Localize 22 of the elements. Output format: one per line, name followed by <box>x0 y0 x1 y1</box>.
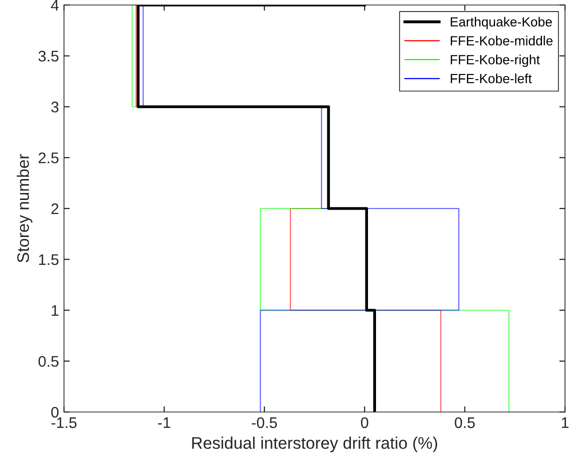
legend-label: FFE-Kobe-right <box>450 54 540 67</box>
x-tick-label: 0.5 <box>454 417 475 428</box>
y-tick-label: 0 <box>51 406 59 418</box>
x-tick-label: -0.5 <box>252 417 277 428</box>
y-tick-label: 3.5 <box>38 50 58 62</box>
y-axis-title: Storey number <box>16 154 32 262</box>
y-tick-label: 4 <box>50 0 59 11</box>
legend-label: FFE-Kobe-left <box>450 74 532 84</box>
legend-label: Earthquake-Kobe <box>450 16 552 30</box>
x-axis-title: Residual interstorey drift ratio (%) <box>192 436 438 452</box>
y-tick-label: 1.5 <box>39 254 58 266</box>
x-tick-label: 0 <box>360 417 368 428</box>
y-tick-label: 2 <box>51 203 58 214</box>
y-tick-label: 0.5 <box>38 356 58 367</box>
y-tick-label: 3 <box>51 102 58 112</box>
y-tick-label: 2.5 <box>38 152 58 164</box>
x-tick-label: -1 <box>158 417 170 428</box>
y-tick-label: 1 <box>52 305 58 316</box>
x-tick-label: 1 <box>562 417 569 428</box>
legend-label: FFE-Kobe-middle <box>450 36 553 46</box>
x-tick-label: -1.5 <box>52 417 77 428</box>
line-series <box>136 5 376 412</box>
